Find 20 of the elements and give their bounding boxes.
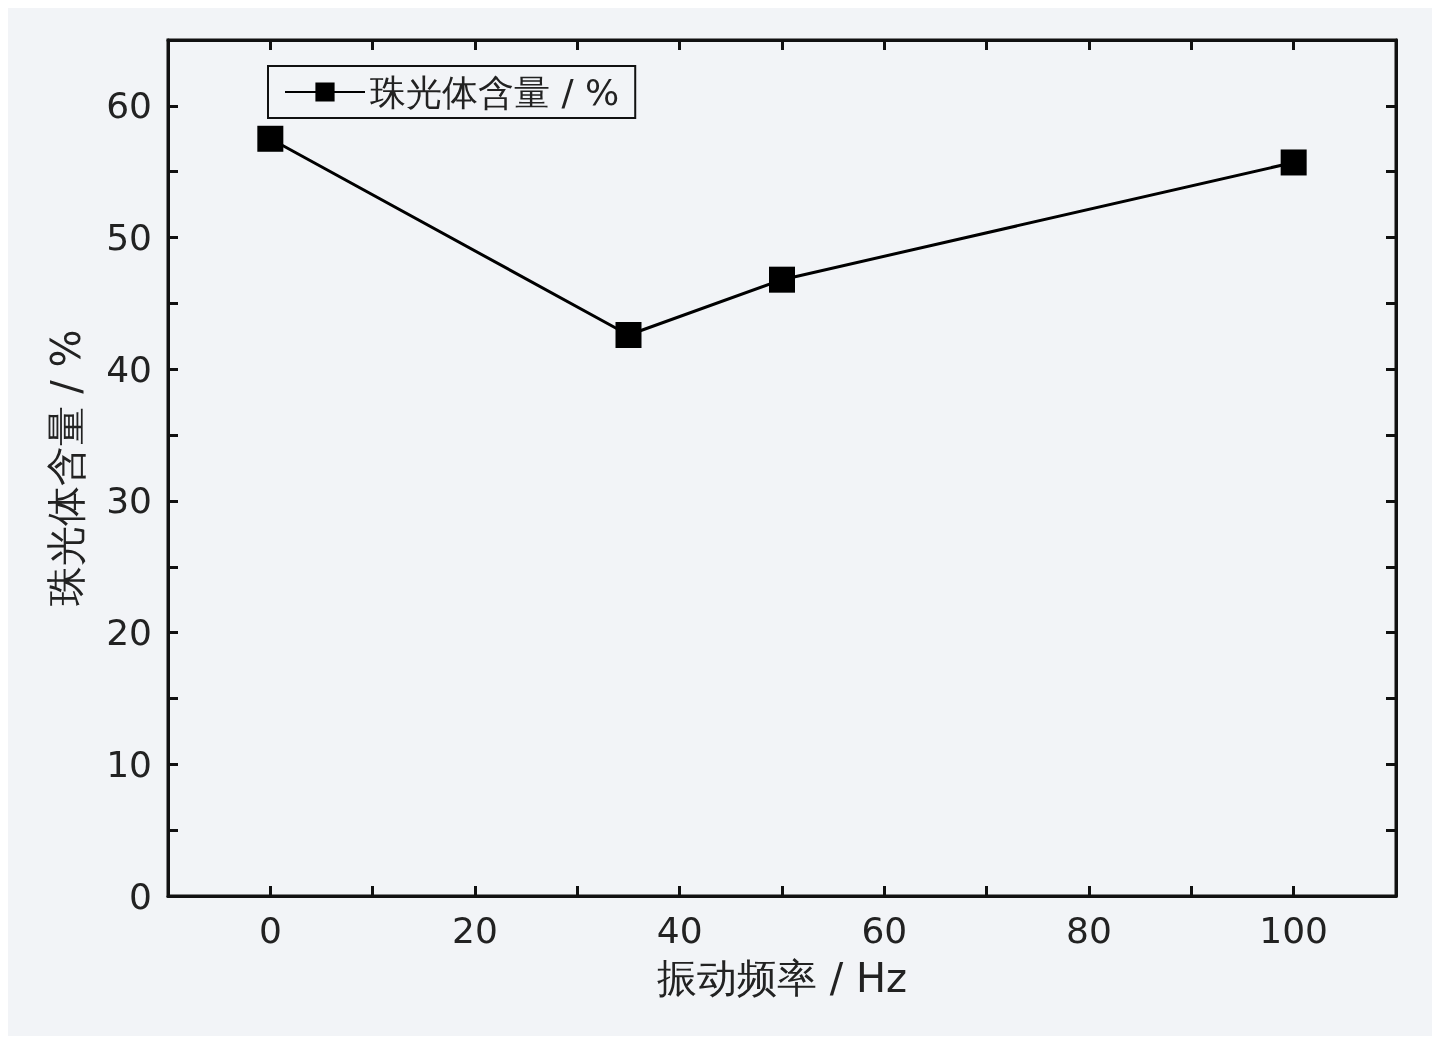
point xyxy=(769,266,795,293)
point xyxy=(1280,149,1307,176)
x-tick-label: 0 xyxy=(258,909,282,951)
x-tick-label: 100 xyxy=(1259,909,1329,951)
y-tick-label: 40 xyxy=(106,348,152,390)
y-tick-label: 60 xyxy=(106,85,152,127)
y-axis-title: 珠光体含量 / % xyxy=(43,329,89,607)
x-axis-title: 振动频率 / Hz xyxy=(657,955,907,1001)
x-tick-label: 20 xyxy=(452,909,498,951)
y-tick-label: 20 xyxy=(106,612,152,654)
y-tick-label: 50 xyxy=(106,217,152,259)
y-tick-label: 10 xyxy=(106,743,152,785)
x-tick-label: 40 xyxy=(656,909,703,951)
y-tick-label: 30 xyxy=(106,480,152,522)
legend-label: 珠光体含量 / % xyxy=(370,71,620,113)
y-tick-label: 0 xyxy=(129,875,152,917)
point xyxy=(615,321,642,348)
x-tick-label: 60 xyxy=(861,909,908,951)
x-tick-label: 80 xyxy=(1066,909,1112,951)
point xyxy=(257,125,284,152)
